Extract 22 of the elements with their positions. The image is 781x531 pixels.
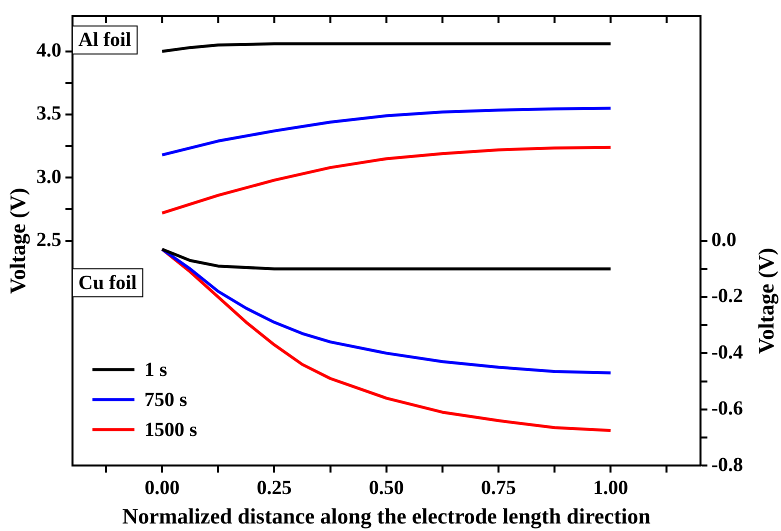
y-tick-label: 3.0: [36, 166, 62, 188]
y-tick-label: 2.5: [36, 228, 62, 251]
x-tick-label: 0.75: [481, 476, 516, 499]
y-tick-label: 4.0: [36, 40, 62, 62]
y2-axis-title: Voltage (V): [754, 248, 779, 354]
x-tick-label: 0.00: [144, 476, 180, 499]
legend-label: 1500 s: [144, 418, 198, 441]
x-tick-label: 0.50: [368, 476, 404, 499]
annotation: Cu foil: [78, 272, 138, 294]
y-tick-label: 3.5: [36, 102, 62, 125]
legend-label: 750 s: [144, 388, 188, 411]
legend-label: 1 s: [144, 358, 168, 381]
y2-tick-label: -0.8: [711, 454, 744, 476]
annotation: Al foil: [78, 29, 132, 52]
y2-tick-label: 0.0: [711, 228, 736, 251]
x-tick-label: 1.00: [593, 476, 628, 499]
x-axis-title: Normalized distance along the electrode length direction: [122, 503, 651, 528]
y-axis-title: Voltage (V): [4, 188, 30, 294]
x-tick-label: 0.25: [256, 476, 292, 499]
y2-tick-label: -0.2: [711, 285, 744, 308]
y2-tick-label: -0.4: [711, 341, 744, 364]
y2-tick-label: -0.6: [711, 398, 744, 420]
